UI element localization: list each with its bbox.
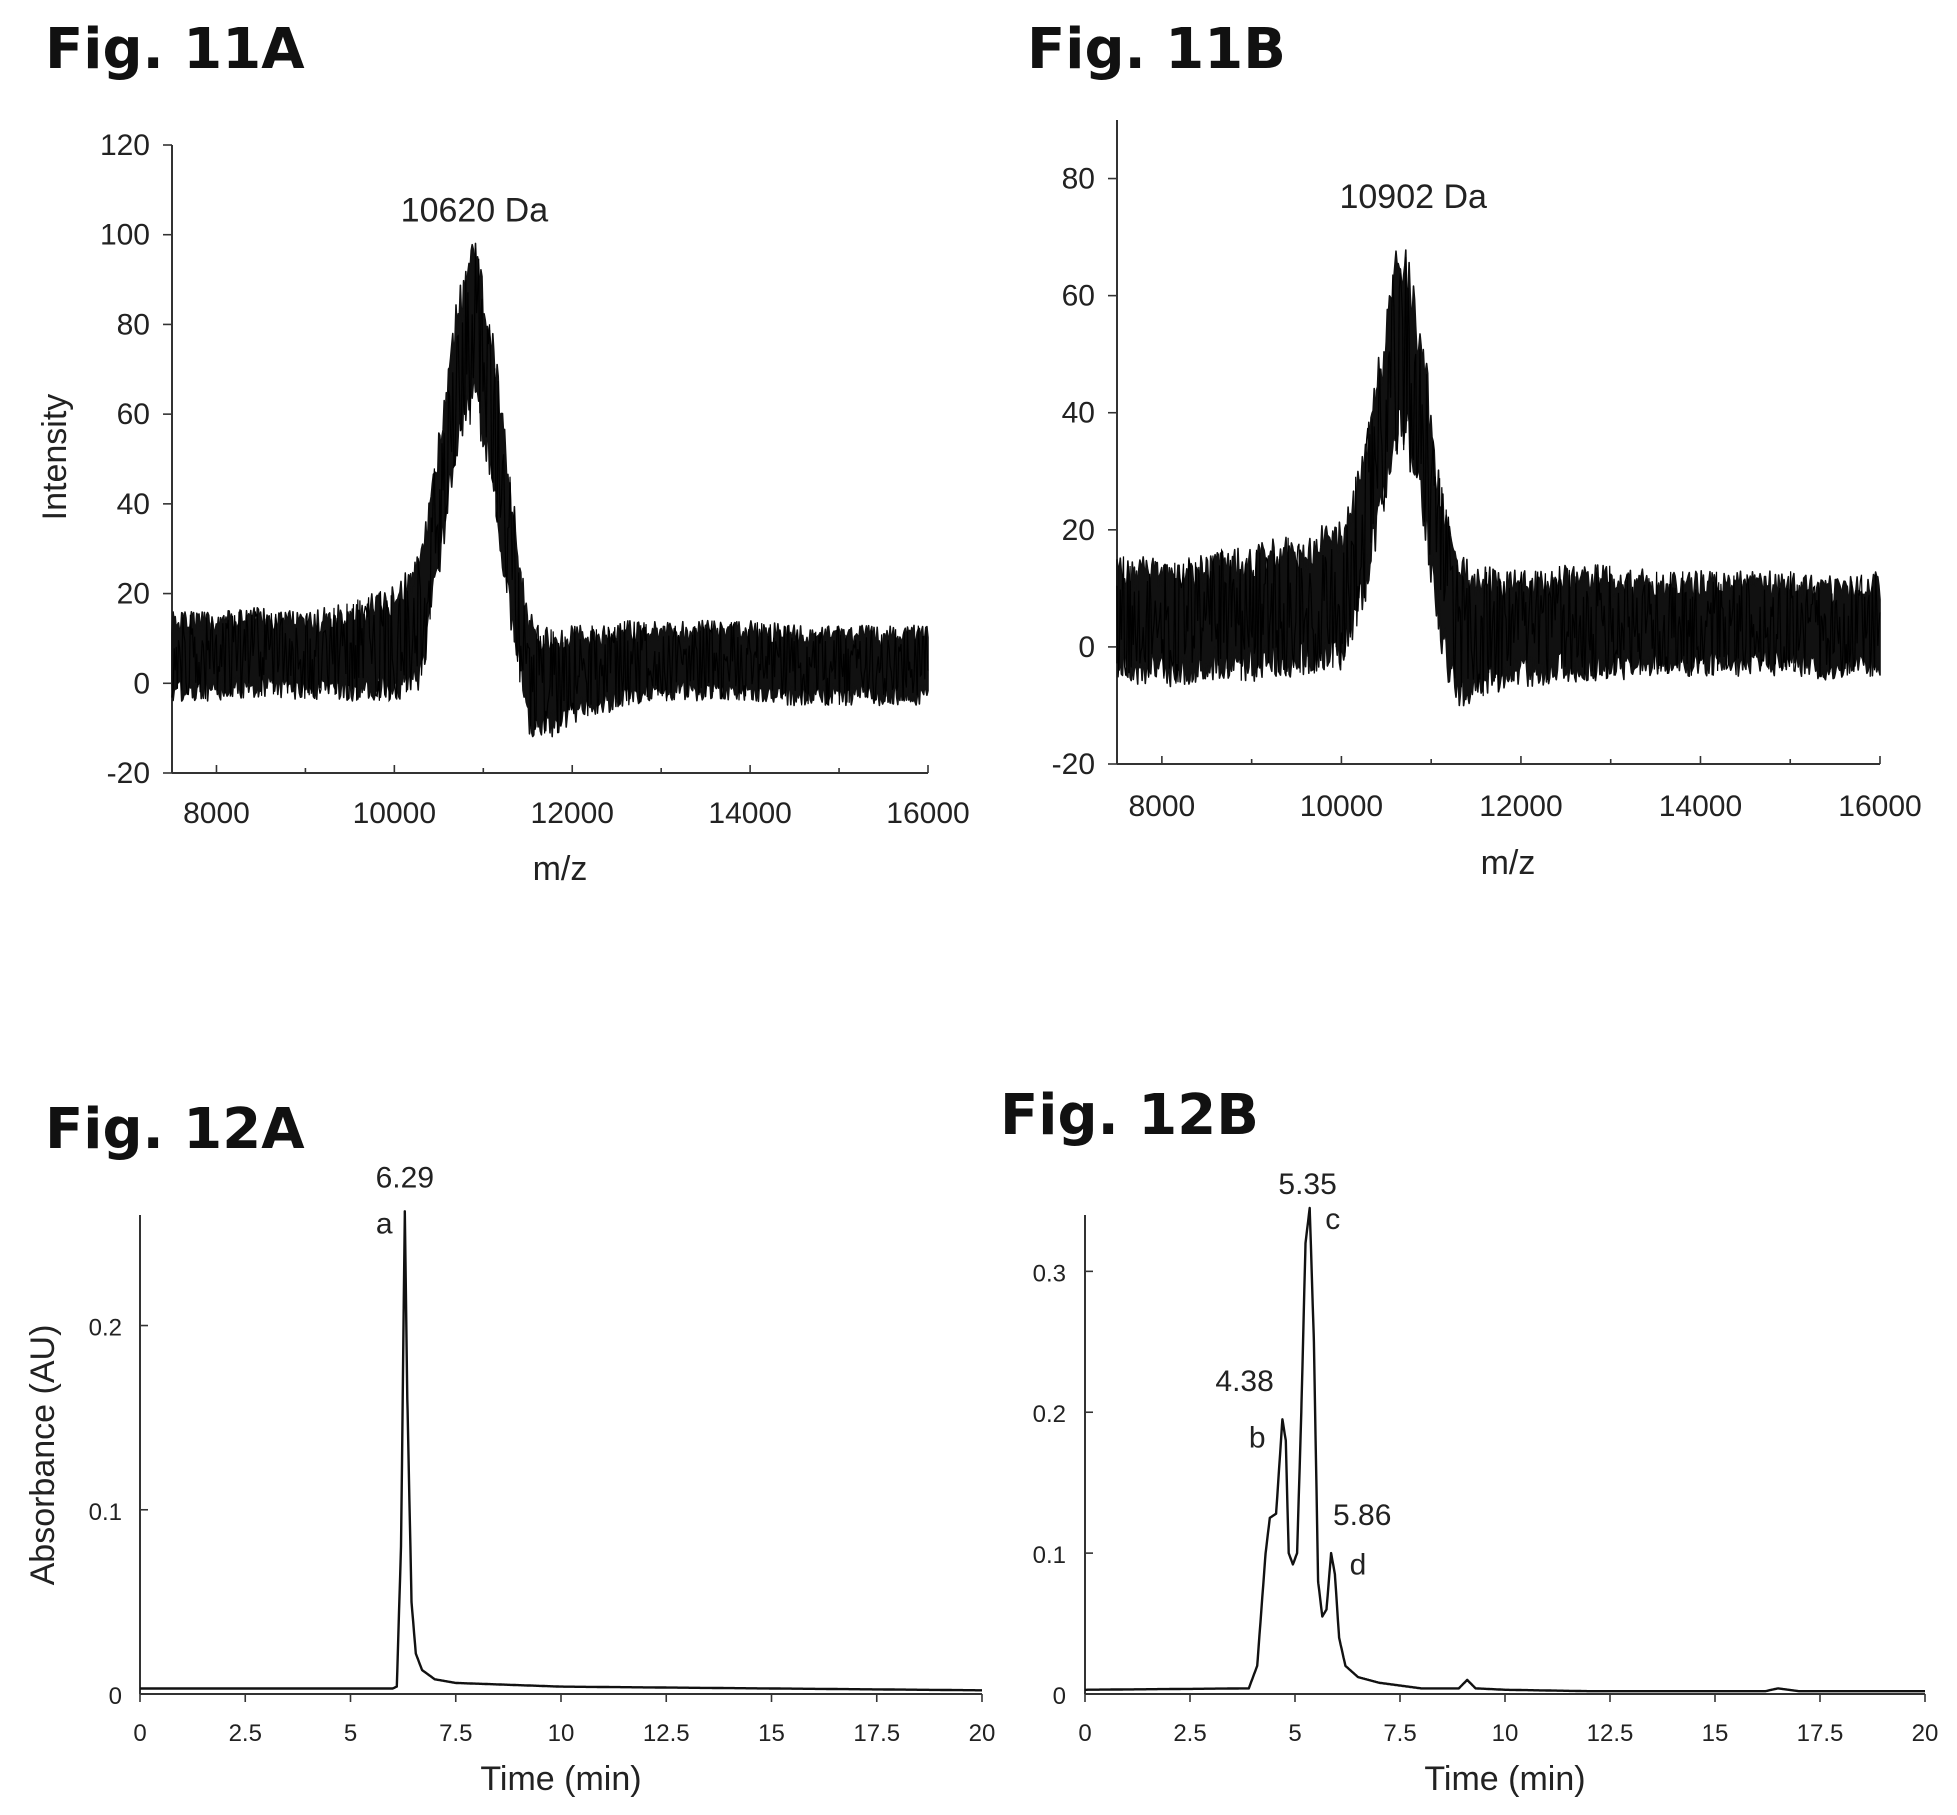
peak-value-label: 5.35 <box>1278 1168 1336 1201</box>
x-tick-label: 20 <box>969 1720 996 1747</box>
x-tick-label: 0 <box>133 1720 146 1747</box>
panel-title-11a: Fig. 11A <box>45 17 305 82</box>
x-tick-label: 15 <box>758 1720 785 1747</box>
x-tick-label: 17.5 <box>1797 1720 1844 1747</box>
y-tick-label: 40 <box>117 488 150 521</box>
peak-letter-label: d <box>1350 1548 1367 1581</box>
x-tick-label: 15 <box>1702 1720 1729 1747</box>
chromatogram-trace <box>1084 1206 1926 1693</box>
y-tick-label: -20 <box>107 757 150 790</box>
x-tick-label: 10 <box>1492 1720 1519 1747</box>
y-tick-label: 100 <box>100 219 150 252</box>
x-tick-label: 8000 <box>1129 790 1196 823</box>
y-tick-label: 0.2 <box>89 1315 122 1342</box>
y-tick-label: -20 <box>1052 748 1095 781</box>
y-tick-label: 20 <box>117 578 150 611</box>
peak-value-label: 5.86 <box>1333 1499 1391 1532</box>
y-tick-label: 0.1 <box>1033 1542 1066 1569</box>
x-tick-label: 12000 <box>1479 790 1562 823</box>
peak-value-label: 4.38 <box>1215 1365 1273 1398</box>
y-tick-label: 60 <box>117 398 150 431</box>
x-tick-label: 14000 <box>1659 790 1742 823</box>
chromatogram-trace <box>139 1210 983 1692</box>
y-tick-label: 80 <box>1062 163 1095 196</box>
x-tick-label: 7.5 <box>1383 1720 1416 1747</box>
spectrum-trace <box>1116 257 1881 697</box>
y-tick-label: 0.2 <box>1033 1401 1066 1428</box>
x-tick-label: 2.5 <box>229 1720 262 1747</box>
y-tick-label: 0.1 <box>89 1499 122 1526</box>
panel-title-12b: Fig. 12B <box>1000 1083 1259 1148</box>
x-tick-label: 14000 <box>708 797 791 830</box>
y-tick-label: 80 <box>117 308 150 341</box>
y-tick-label: 20 <box>1062 514 1095 547</box>
spectrum-envelope <box>1116 249 1881 707</box>
x-axis-label: Time (min) <box>1424 1760 1585 1798</box>
peak-value-label: 10902 Da <box>1339 178 1487 216</box>
y-tick-label: 0 <box>1078 631 1095 664</box>
x-tick-label: 7.5 <box>439 1720 472 1747</box>
y-tick-label: 60 <box>1062 280 1095 313</box>
peak-letter-label: a <box>376 1207 393 1240</box>
spectrum-trace <box>171 247 929 734</box>
y-tick-label: 0 <box>109 1683 122 1710</box>
y-tick-label: 0 <box>133 667 150 700</box>
peak-letter-label: b <box>1249 1421 1266 1454</box>
x-tick-label: 10000 <box>1300 790 1383 823</box>
peak-value-label: 10620 Da <box>401 191 549 229</box>
x-tick-label: 2.5 <box>1173 1720 1206 1747</box>
x-tick-label: 16000 <box>1838 790 1921 823</box>
y-tick-label: 0.3 <box>1033 1260 1066 1287</box>
x-tick-label: 16000 <box>886 797 969 830</box>
x-tick-label: 0 <box>1078 1720 1091 1747</box>
y-axis-label: Absorbance (AU) <box>24 1325 62 1586</box>
y-tick-label: 0 <box>1053 1683 1066 1710</box>
x-axis-label: m/z <box>533 850 588 888</box>
x-tick-label: 17.5 <box>853 1720 900 1747</box>
panel-title-12a: Fig. 12A <box>45 1097 305 1162</box>
peak-value-label: 6.29 <box>376 1161 434 1194</box>
x-tick-label: 5 <box>344 1720 357 1747</box>
x-tick-label: 5 <box>1288 1720 1301 1747</box>
peak-letter-label: c <box>1325 1203 1340 1236</box>
x-tick-label: 12.5 <box>1587 1720 1634 1747</box>
x-axis-label: Time (min) <box>480 1760 641 1798</box>
x-tick-label: 8000 <box>183 797 250 830</box>
x-tick-label: 10000 <box>353 797 436 830</box>
x-tick-label: 12000 <box>531 797 614 830</box>
x-axis-label: m/z <box>1481 844 1536 882</box>
y-axis-label: Intensity <box>36 394 74 521</box>
x-tick-label: 10 <box>548 1720 575 1747</box>
y-tick-label: 40 <box>1062 397 1095 430</box>
x-tick-label: 12.5 <box>643 1720 690 1747</box>
x-tick-label: 20 <box>1912 1720 1939 1747</box>
y-tick-label: 120 <box>100 129 150 162</box>
panel-title-11b: Fig. 11B <box>1027 17 1286 82</box>
